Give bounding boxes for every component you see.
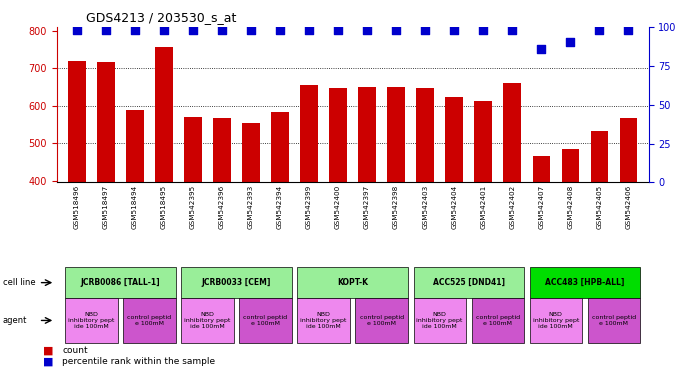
- Text: GSM518494: GSM518494: [132, 184, 138, 228]
- Point: [275, 27, 286, 33]
- Bar: [300, 85, 318, 182]
- Text: GSM542407: GSM542407: [538, 184, 544, 228]
- Bar: [242, 123, 259, 182]
- Text: JCRB0086 [TALL-1]: JCRB0086 [TALL-1]: [81, 278, 160, 287]
- Point: [477, 27, 489, 33]
- Bar: [68, 61, 86, 182]
- Bar: [271, 112, 288, 182]
- Text: GSM542401: GSM542401: [480, 184, 486, 228]
- Bar: [358, 87, 376, 182]
- Text: GSM542406: GSM542406: [625, 184, 631, 228]
- Text: percentile rank within the sample: percentile rank within the sample: [62, 357, 215, 366]
- Point: [362, 27, 373, 33]
- Text: count: count: [62, 346, 88, 356]
- Text: GSM542402: GSM542402: [509, 184, 515, 228]
- Text: GSM542399: GSM542399: [306, 184, 312, 228]
- Text: GSM518496: GSM518496: [74, 184, 80, 228]
- Text: control peptid
e 100mM: control peptid e 100mM: [592, 315, 636, 326]
- Text: ■: ■: [43, 346, 53, 356]
- Bar: [504, 83, 521, 182]
- Text: GSM542394: GSM542394: [277, 184, 283, 228]
- Text: ■: ■: [43, 357, 53, 367]
- Bar: [620, 118, 637, 182]
- Text: control peptid
e 100mM: control peptid e 100mM: [244, 315, 288, 326]
- Point: [623, 27, 634, 33]
- Text: GSM542400: GSM542400: [335, 184, 341, 228]
- Point: [101, 27, 112, 33]
- Text: GSM542408: GSM542408: [567, 184, 573, 228]
- Text: GSM542395: GSM542395: [190, 184, 196, 228]
- Point: [448, 27, 460, 33]
- Bar: [417, 88, 434, 182]
- Text: NBD
inhibitory pept
ide 100mM: NBD inhibitory pept ide 100mM: [533, 312, 579, 329]
- Bar: [562, 149, 579, 182]
- Text: GSM542405: GSM542405: [596, 184, 602, 228]
- Point: [564, 40, 575, 46]
- Point: [159, 27, 170, 33]
- Text: GDS4213 / 203530_s_at: GDS4213 / 203530_s_at: [86, 11, 237, 24]
- Text: NBD
inhibitory pept
ide 100mM: NBD inhibitory pept ide 100mM: [184, 312, 230, 329]
- Bar: [184, 117, 201, 182]
- Point: [217, 27, 228, 33]
- Text: agent: agent: [3, 316, 27, 325]
- Text: KOPT-K: KOPT-K: [337, 278, 368, 287]
- Point: [333, 27, 344, 33]
- Bar: [155, 48, 172, 182]
- Point: [188, 27, 199, 33]
- Point: [593, 27, 604, 33]
- Bar: [533, 156, 550, 182]
- Bar: [446, 97, 463, 182]
- Text: JCRB0033 [CEM]: JCRB0033 [CEM]: [201, 278, 271, 287]
- Bar: [97, 63, 115, 182]
- Text: control peptid
e 100mM: control peptid e 100mM: [359, 315, 404, 326]
- Text: NBD
inhibitory pept
ide 100mM: NBD inhibitory pept ide 100mM: [68, 312, 115, 329]
- Point: [535, 46, 546, 52]
- Bar: [329, 88, 347, 182]
- Text: GSM542404: GSM542404: [451, 184, 457, 228]
- Text: GSM542397: GSM542397: [364, 184, 370, 228]
- Text: control peptid
e 100mM: control peptid e 100mM: [128, 315, 172, 326]
- Text: NBD
inhibitory pept
ide 100mM: NBD inhibitory pept ide 100mM: [417, 312, 463, 329]
- Bar: [387, 87, 405, 182]
- Bar: [213, 118, 230, 182]
- Text: control peptid
e 100mM: control peptid e 100mM: [475, 315, 520, 326]
- Text: GSM542393: GSM542393: [248, 184, 254, 228]
- Text: GSM542396: GSM542396: [219, 184, 225, 228]
- Point: [246, 27, 257, 33]
- Text: NBD
inhibitory pept
ide 100mM: NBD inhibitory pept ide 100mM: [300, 312, 347, 329]
- Point: [130, 27, 141, 33]
- Text: GSM542398: GSM542398: [393, 184, 399, 228]
- Bar: [475, 101, 492, 182]
- Text: GSM542403: GSM542403: [422, 184, 428, 228]
- Text: ACC483 [HPB-ALL]: ACC483 [HPB-ALL]: [545, 278, 624, 287]
- Point: [420, 27, 431, 33]
- Point: [506, 27, 518, 33]
- Text: ACC525 [DND41]: ACC525 [DND41]: [433, 278, 504, 287]
- Point: [71, 27, 82, 33]
- Point: [304, 27, 315, 33]
- Text: cell line: cell line: [3, 278, 35, 287]
- Bar: [591, 131, 608, 182]
- Point: [391, 27, 402, 33]
- Text: GSM518497: GSM518497: [103, 184, 109, 228]
- Text: GSM518495: GSM518495: [161, 184, 167, 228]
- Bar: [126, 110, 144, 182]
